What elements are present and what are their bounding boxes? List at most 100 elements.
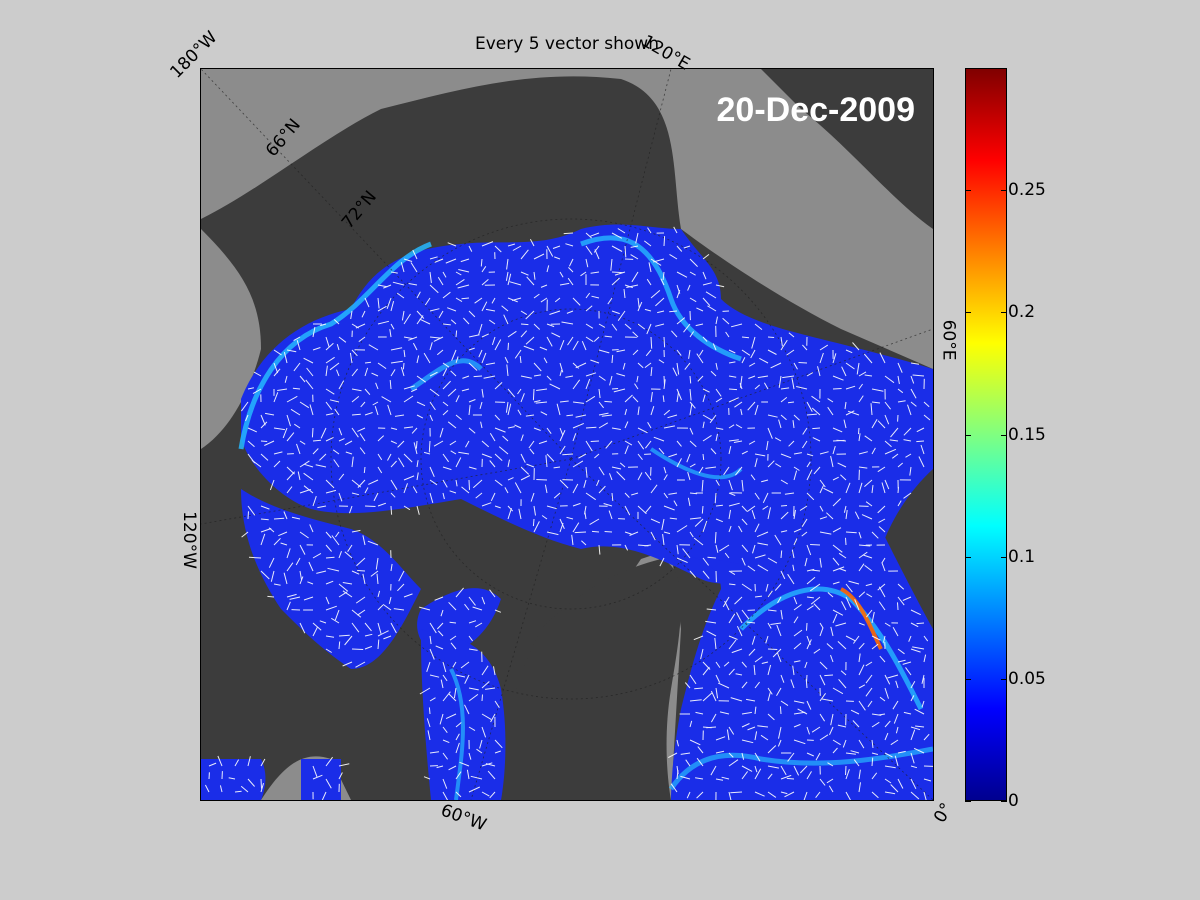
drift-vector: [780, 570, 786, 580]
drift-vector: [636, 375, 639, 383]
drift-vector: [810, 569, 821, 572]
drift-vector: [572, 379, 581, 390]
drift-vector: [746, 621, 756, 624]
drift-vector: [684, 682, 691, 689]
drift-vector: [767, 336, 775, 338]
drift-vector: [754, 656, 763, 663]
drift-vector: [483, 375, 496, 379]
drift-vector: [260, 758, 266, 767]
drift-vector: [689, 271, 696, 276]
drift-vector: [494, 339, 502, 351]
open-ocean-area: [201, 229, 261, 449]
drift-vector: [377, 435, 385, 442]
drift-vector: [767, 349, 777, 355]
drift-vector: [549, 310, 561, 315]
map-canvas: [201, 69, 933, 800]
drift-vector: [423, 776, 431, 780]
drift-vector: [853, 759, 860, 767]
drift-vector: [813, 648, 821, 654]
drift-vector: [504, 487, 509, 494]
drift-vector: [315, 464, 327, 468]
drift-vector: [830, 713, 834, 726]
drift-vector: [866, 609, 873, 618]
drift-vector: [390, 347, 403, 351]
drift-vector: [741, 723, 750, 728]
drift-vector: [819, 661, 828, 670]
drift-vector: [481, 440, 490, 448]
drift-vector: [632, 349, 639, 356]
drift-vector: [442, 323, 451, 326]
drift-vector: [455, 297, 463, 303]
drift-vector: [605, 440, 613, 449]
drift-vector: [390, 369, 396, 377]
drift-vector: [442, 674, 448, 682]
drift-vector: [390, 360, 403, 364]
drift-vector: [364, 633, 373, 637]
drift-vector: [507, 426, 515, 429]
drift-vector: [871, 419, 878, 429]
drift-vector: [759, 357, 769, 364]
drift-vector: [390, 271, 398, 274]
drift-vector: [480, 421, 483, 429]
drift-vector: [598, 375, 606, 381]
drift-vector: [728, 479, 733, 491]
drift-vector: [736, 612, 743, 624]
drift-vector: [715, 388, 722, 397]
drift-vector: [858, 700, 866, 711]
drift-vector: [494, 609, 502, 613]
drift-vector: [604, 335, 613, 338]
drift-vector: [663, 505, 675, 511]
drift-vector: [915, 725, 925, 728]
drift-vector: [325, 580, 334, 585]
drift-vector: [806, 576, 816, 585]
drift-vector: [728, 361, 736, 364]
drift-vector: [871, 739, 874, 748]
drift-vector: [442, 271, 447, 278]
drift-vector: [852, 635, 860, 644]
drift-vector: [603, 503, 613, 507]
drift-vector: [498, 446, 509, 455]
drift-vector: [801, 518, 808, 527]
drift-vector: [672, 367, 678, 377]
drift-vector: [455, 330, 458, 338]
drift-vector: [770, 622, 782, 625]
drift-vector: [319, 453, 327, 461]
drift-vector: [858, 544, 871, 547]
drift-vector: [479, 401, 483, 410]
colorbar-tick-mark: [965, 434, 971, 436]
sea-ice-field: [241, 489, 421, 669]
drift-vector: [248, 556, 262, 559]
drift-vector: [574, 531, 587, 534]
drift-vector: [591, 295, 600, 299]
drift-vector: [303, 596, 314, 601]
drift-vector: [299, 622, 306, 634]
drift-vector: [710, 713, 717, 723]
drift-vector: [812, 437, 821, 442]
drift-vector: [754, 768, 762, 780]
drift-vector: [436, 349, 444, 356]
drift-vector: [412, 486, 418, 494]
drift-vector: [533, 293, 540, 299]
drift-vector: [247, 511, 249, 520]
drift-vector: [916, 440, 925, 443]
drift-vector: [765, 583, 769, 592]
drift-vector: [364, 297, 370, 308]
drift-vector: [803, 791, 808, 800]
drift-vector: [472, 606, 483, 611]
drift-vector: [879, 696, 886, 702]
drift-vector: [450, 370, 457, 377]
drift-vector: [478, 323, 483, 336]
drift-vector: [312, 765, 318, 778]
drift-vector: [361, 310, 366, 318]
drift-vector: [377, 320, 390, 325]
drift-vector: [448, 601, 457, 611]
drift-vector: [472, 479, 483, 489]
drift-vector: [559, 522, 564, 533]
drift-vector: [442, 410, 449, 416]
drift-vector: [290, 408, 301, 416]
drift-vector: [619, 462, 626, 468]
drift-vector: [683, 323, 691, 333]
drift-vector: [359, 447, 366, 455]
drift-vector: [845, 362, 855, 370]
drift-vector: [585, 336, 594, 343]
